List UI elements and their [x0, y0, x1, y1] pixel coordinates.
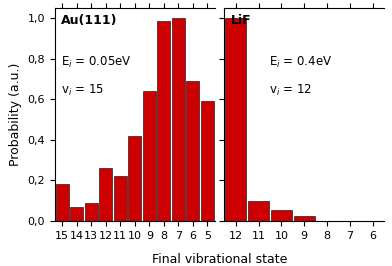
Bar [128, 136, 142, 221]
Bar [201, 101, 214, 221]
Text: E$_i$ = 0.05eV: E$_i$ = 0.05eV [61, 55, 132, 70]
Text: v$_i$ = 15: v$_i$ = 15 [61, 82, 104, 98]
Bar [143, 91, 156, 221]
Y-axis label: Probability (a.u.): Probability (a.u.) [9, 63, 22, 166]
Text: Final vibrational state: Final vibrational state [152, 253, 287, 266]
Text: v$_i$ = 12: v$_i$ = 12 [269, 82, 312, 98]
Bar [56, 184, 69, 221]
Bar [271, 210, 292, 221]
Bar [114, 176, 127, 221]
Text: LiF: LiF [231, 14, 251, 27]
Bar [85, 202, 98, 221]
Bar [70, 207, 83, 221]
Bar [225, 18, 246, 221]
Bar [186, 81, 200, 221]
Bar [99, 168, 112, 221]
Bar [248, 201, 269, 221]
Bar [172, 18, 185, 221]
Bar [294, 216, 314, 221]
Bar [157, 21, 171, 221]
Text: E$_i$ = 0.4eV: E$_i$ = 0.4eV [269, 55, 332, 70]
Text: Au(111): Au(111) [61, 14, 118, 27]
